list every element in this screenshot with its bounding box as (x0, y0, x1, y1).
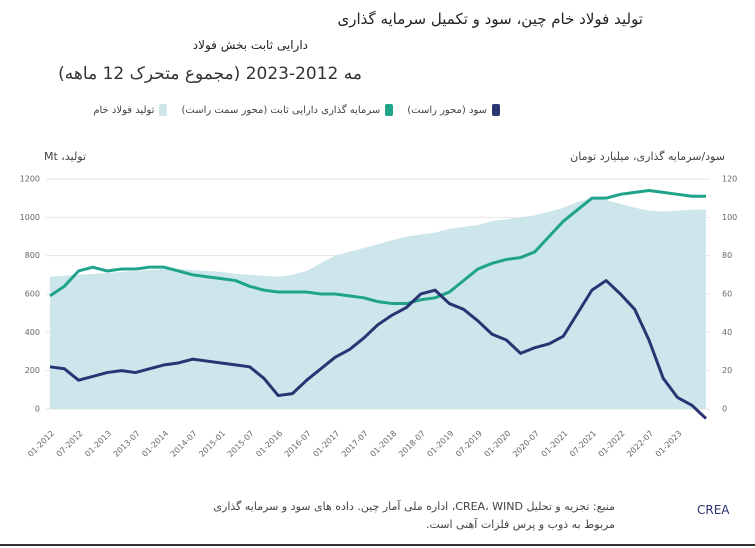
logo: CREA (697, 503, 730, 517)
x-tick-label: 2015-01 (197, 429, 227, 459)
y-tick-label: 200 (25, 366, 40, 375)
line (49, 188, 706, 306)
y2-axis-label: سود/سرمایه گذاری، میلیارد تومان (570, 150, 725, 163)
period: مه 2012-2023 (مجموع متحرک 12 ماهه) (58, 64, 362, 84)
legend: تولید فولاد خام سرمایه گذاری دارایی ثابت … (93, 104, 500, 116)
legend-swatch (492, 104, 500, 116)
chart-title: تولید فولاد خام چین، سود و تکمیل سرمایه … (337, 10, 643, 28)
x-tick-label: 01-2012 (26, 429, 56, 459)
x-tick-label: 01-2021 (540, 429, 570, 459)
y-tick-label: 0 (35, 404, 40, 413)
y2-tick-label: 20 (722, 366, 732, 375)
y-tick-label: 600 (25, 289, 40, 298)
y2-tick-label: 0 (722, 404, 727, 413)
x-tick-label: 01-2019 (425, 429, 455, 459)
legend-swatch (159, 104, 168, 116)
legend-label: سرمایه گذاری دارایی ثابت (محور سمت راست) (181, 104, 381, 116)
x-tick-label: 01-2017 (311, 429, 341, 459)
x-tick-label: 01-2016 (254, 429, 284, 459)
x-tick-label: 2018-07 (397, 429, 427, 459)
legend-item: سرمایه گذاری دارایی ثابت (محور سمت راست) (181, 104, 394, 116)
x-tick-label: 2014-07 (169, 429, 199, 459)
y-axis-label: تولید، Mt (44, 150, 87, 163)
x-tick-label: 01-2018 (368, 429, 398, 459)
y-tick-label: 1000 (20, 213, 40, 222)
y2-tick-label: 120 (722, 174, 737, 183)
x-tick-label: 01-2020 (483, 429, 513, 459)
x-tick-label: 2017-07 (340, 429, 370, 459)
subtitle: دارایی ثابت بخش فولاد (192, 38, 308, 52)
y-tick-label: 800 (25, 251, 40, 260)
x-tick-label: 01-2023 (654, 429, 684, 459)
legend-item: سود (محور راست) (407, 104, 500, 116)
y2-tick-label: 60 (722, 289, 732, 298)
legend-label: تولید فولاد خام (93, 104, 155, 116)
y2-tick-label: 80 (722, 251, 732, 260)
x-tick-label: 07-2019 (454, 429, 484, 459)
x-tick-label: 07-2021 (568, 429, 598, 459)
legend-swatch (385, 104, 394, 116)
y-tick-label: 1200 (20, 174, 40, 183)
x-tick-label: 2015-07 (226, 429, 256, 459)
x-tick-label: 01-2022 (597, 429, 627, 459)
y2-tick-label: 40 (722, 328, 732, 337)
x-tick-label: 2016-07 (283, 429, 313, 459)
legend-item: تولید فولاد خام (93, 104, 168, 116)
x-tick-label: 01-2013 (83, 429, 113, 459)
y-tick-label: 400 (25, 328, 40, 337)
area (50, 198, 706, 409)
y2-tick-label: 100 (722, 213, 737, 222)
x-tick-label: 2020-07 (511, 429, 541, 459)
line (49, 279, 708, 420)
x-tick-label: 2013-07 (112, 429, 142, 459)
x-tick-label: 07-2012 (55, 429, 85, 459)
legend-label: سود (محور راست) (407, 104, 487, 116)
source-2: مربوط به ذوب و پرس فلزات آهنی است. (425, 518, 615, 531)
x-tick-label: 01-2014 (140, 429, 170, 459)
source: منبع: تجزیه و تحلیل CREA، WIND، اداره مل… (213, 500, 615, 513)
x-tick-label: 2022-07 (625, 429, 655, 459)
